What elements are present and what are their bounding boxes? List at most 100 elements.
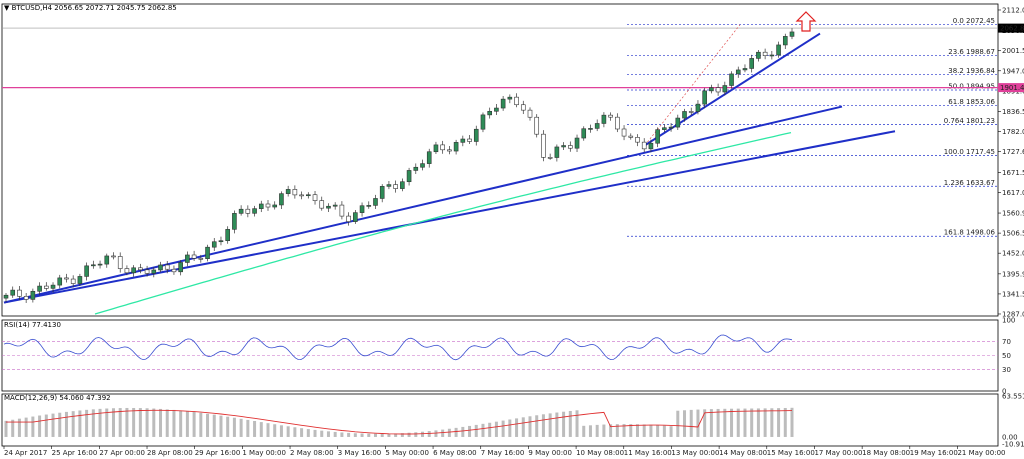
candle-body bbox=[420, 163, 425, 168]
y-tick-label: 2112.05 bbox=[1002, 6, 1024, 14]
x-tick-label: 7 May 16:00 bbox=[481, 449, 525, 457]
macd-histogram-bar bbox=[326, 431, 330, 437]
macd-histogram-bar bbox=[64, 411, 68, 437]
macd-histogram-bar bbox=[58, 412, 62, 437]
y-tick-label: 1727.60 bbox=[1002, 148, 1024, 156]
fib-level-label: 161.8 1498.06 bbox=[944, 229, 996, 237]
macd-histogram-bar bbox=[723, 408, 727, 437]
x-tick-label: 9 May 00:00 bbox=[528, 449, 572, 457]
candle-body bbox=[306, 194, 311, 197]
fib-level-label: 100.0 1717.45 bbox=[944, 148, 995, 156]
candle-body bbox=[749, 58, 754, 69]
candle-body bbox=[480, 114, 486, 130]
candle-body bbox=[762, 51, 768, 56]
macd-histogram-bar bbox=[588, 425, 592, 437]
macd-histogram-bar bbox=[481, 423, 485, 437]
candle-body bbox=[789, 31, 795, 37]
trendline bbox=[644, 32, 821, 147]
candle-body bbox=[520, 104, 526, 111]
candle-body bbox=[10, 289, 16, 296]
x-tick-label: 27 Apr 00:00 bbox=[99, 449, 145, 457]
candle-body bbox=[171, 268, 177, 273]
macd-histogram-bar bbox=[656, 425, 660, 437]
macd-histogram-bar bbox=[615, 424, 619, 437]
candle-body bbox=[326, 205, 331, 209]
candle-body bbox=[97, 263, 103, 266]
macd-histogram-bar bbox=[192, 412, 196, 437]
macd-histogram-bar bbox=[24, 417, 28, 437]
candle-body bbox=[373, 198, 378, 206]
macd-histogram-bar bbox=[313, 429, 317, 437]
macd-histogram-bar bbox=[394, 433, 398, 437]
y-tick-label: 1452.05 bbox=[1002, 250, 1024, 258]
candle-body bbox=[178, 262, 183, 273]
candle-body bbox=[568, 145, 573, 149]
macd-histogram-bar bbox=[380, 433, 384, 437]
macd-histogram-bar bbox=[340, 432, 344, 437]
candle-body bbox=[37, 285, 42, 292]
candle-body bbox=[547, 157, 553, 159]
candle-body bbox=[406, 170, 412, 183]
macd-histogram-bar bbox=[703, 409, 707, 437]
candle-body bbox=[205, 246, 210, 259]
macd-histogram-bar bbox=[17, 418, 21, 437]
macd-histogram-bar bbox=[743, 408, 747, 437]
macd-histogram-bar bbox=[609, 424, 613, 437]
macd-histogram-bar bbox=[582, 425, 586, 437]
candle-body bbox=[621, 128, 627, 137]
last-price-label: 2062.85 bbox=[1000, 25, 1024, 33]
macd-histogram-bar bbox=[85, 409, 89, 437]
macd-histogram-bar bbox=[199, 412, 203, 437]
macd-histogram-bar bbox=[44, 414, 48, 437]
candle-body bbox=[198, 258, 204, 260]
candle-body bbox=[238, 208, 244, 214]
candle-body bbox=[319, 200, 325, 209]
rsi-line bbox=[3, 334, 793, 361]
x-tick-label: 3 May 16:00 bbox=[338, 449, 382, 457]
macd-histogram-bar bbox=[777, 408, 781, 437]
macd-histogram-bar bbox=[515, 418, 519, 437]
macd-histogram-bar bbox=[105, 408, 109, 437]
macd-histogram-bar bbox=[246, 419, 250, 437]
macd-histogram-bar bbox=[159, 408, 163, 437]
candle-body bbox=[453, 142, 459, 152]
candle-body bbox=[440, 144, 445, 151]
macd-histogram-bar bbox=[172, 409, 176, 437]
macd-histogram-bar bbox=[367, 433, 371, 437]
candle-body bbox=[413, 166, 419, 171]
macd-histogram-bar bbox=[696, 409, 700, 437]
y-tick-label: 2001.50 bbox=[1002, 47, 1024, 55]
candle-body bbox=[292, 189, 298, 196]
macd-histogram-bar bbox=[730, 408, 734, 437]
candle-body bbox=[218, 240, 224, 243]
candle-body bbox=[57, 277, 63, 286]
chart-header: ▼ BTCUSD,H4 2056.65 2072.71 2045.75 2062… bbox=[4, 4, 177, 12]
macd-histogram-bar bbox=[414, 432, 418, 437]
macd-histogram-bar bbox=[279, 425, 283, 437]
macd-histogram-bar bbox=[635, 424, 639, 437]
candle-body bbox=[285, 189, 291, 194]
fib-anchor-line bbox=[644, 24, 741, 146]
macd-histogram-bar bbox=[400, 433, 404, 437]
macd-histogram-bar bbox=[461, 426, 465, 437]
macd-histogram-bar bbox=[528, 416, 532, 437]
candle-body bbox=[426, 151, 432, 164]
macd-histogram-bar bbox=[783, 407, 787, 437]
macd-histogram-bar bbox=[629, 424, 633, 437]
x-tick-label: 17 May 00:00 bbox=[814, 449, 862, 457]
x-tick-label: 21 May 00:00 bbox=[957, 449, 1005, 457]
candle-body bbox=[594, 123, 600, 129]
candle-body bbox=[433, 144, 439, 153]
candle-body bbox=[514, 96, 519, 106]
macd-histogram-bar bbox=[306, 429, 310, 437]
macd-histogram-bar bbox=[575, 410, 579, 437]
macd-histogram-bar bbox=[501, 420, 505, 437]
macd-histogram-bar bbox=[427, 431, 431, 437]
y-tick-label: 1947.05 bbox=[1002, 67, 1024, 75]
macd-histogram-bar bbox=[31, 416, 35, 437]
x-tick-label: 13 May 00:00 bbox=[671, 449, 719, 457]
candle-body bbox=[668, 126, 674, 129]
candle-body bbox=[211, 241, 217, 248]
candle-body bbox=[742, 68, 748, 71]
candle-body bbox=[84, 265, 89, 277]
